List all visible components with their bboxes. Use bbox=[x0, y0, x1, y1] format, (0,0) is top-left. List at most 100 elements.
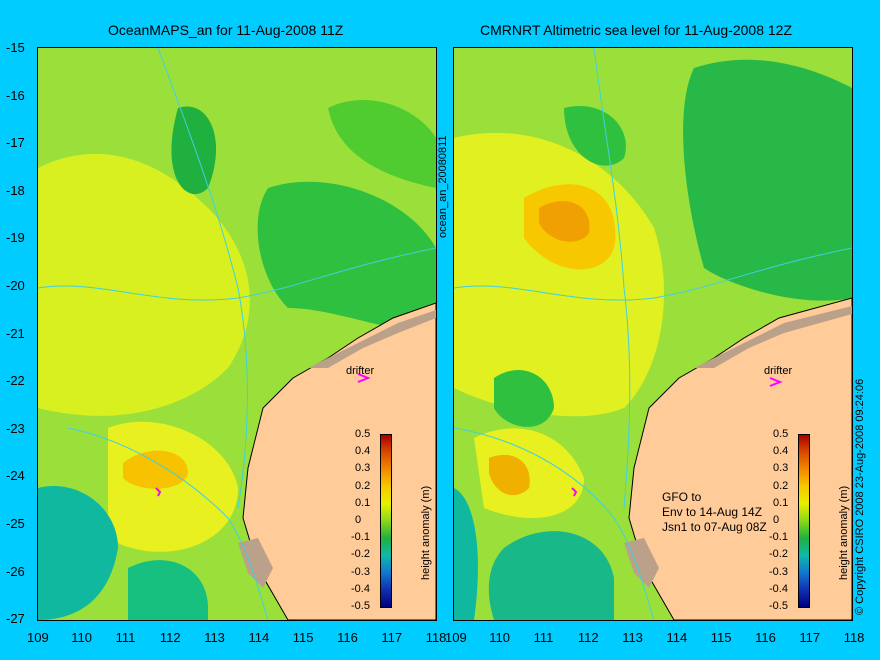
colorbar-tick-label: -0.2 bbox=[351, 548, 370, 561]
left-map-title: OceanMAPS_an for 11-Aug-2008 11Z bbox=[108, 22, 344, 38]
yellow-anomaly-region bbox=[38, 153, 250, 416]
teal-region bbox=[454, 488, 478, 620]
left-colorbar-label: height anomaly (m) bbox=[420, 485, 432, 580]
longitude-tick-label: 114 bbox=[248, 630, 270, 645]
longitude-tick-label: 113 bbox=[622, 630, 643, 645]
left-map-canvas bbox=[38, 48, 436, 620]
longitude-tick-label: 110 bbox=[489, 630, 511, 645]
colorbar-tick-label: -0.4 bbox=[769, 582, 788, 595]
colorbar-tick-label: 0.4 bbox=[355, 445, 371, 458]
longitude-tick-label: 118 bbox=[843, 630, 865, 645]
annotation-line: Env to 14-Aug 14Z bbox=[662, 505, 763, 519]
colorbar-tick-label: 0 bbox=[773, 514, 780, 526]
colorbar-tick-label: 0 bbox=[355, 514, 362, 526]
right-drifter-label: drifter bbox=[764, 365, 793, 377]
longitude-tick-label: 112 bbox=[159, 630, 181, 645]
drifter-track bbox=[155, 487, 162, 497]
teal-region bbox=[38, 486, 118, 620]
colorbar-tick-label: -0.5 bbox=[769, 600, 788, 612]
colorbar-tick-label: 0.5 bbox=[773, 428, 789, 440]
bathymetry-contour bbox=[593, 48, 631, 509]
dataset-id-label: ocean_an_20080811 bbox=[437, 135, 449, 238]
orange-anomaly-region bbox=[123, 450, 188, 489]
longitude-tick-label: 112 bbox=[577, 630, 599, 645]
reef-shallows bbox=[694, 306, 852, 368]
reef-shallows bbox=[624, 538, 659, 588]
bathymetry-contour bbox=[157, 48, 248, 509]
colorbar-tick-label: -0.3 bbox=[351, 565, 370, 578]
annotation-line: Jsn1 to 07-Aug 08Z bbox=[662, 520, 767, 534]
colorbar-tick-label: 0.5 bbox=[355, 428, 371, 440]
longitude-tick-label: 116 bbox=[337, 630, 358, 645]
colorbar-tick-label: 0.3 bbox=[355, 462, 371, 475]
longitude-tick-label: 116 bbox=[755, 630, 776, 645]
latitude-tick-label: -22 bbox=[6, 373, 25, 389]
right-colorbar bbox=[798, 434, 810, 608]
colorbar-tick-label: 0.2 bbox=[773, 479, 789, 492]
longitude-tick-label: 117 bbox=[799, 630, 821, 645]
latitude-tick-label: -15 bbox=[6, 40, 25, 55]
latitude-tick-label: -23 bbox=[6, 420, 25, 436]
reef-shallows bbox=[238, 538, 273, 588]
latitude-tick-label: -25 bbox=[6, 516, 25, 531]
longitude-tick-label: 113 bbox=[204, 630, 225, 645]
bathymetry-contour bbox=[67, 427, 269, 620]
right-colorbar-label: height anomaly (m) bbox=[838, 485, 850, 580]
drifter-track bbox=[571, 487, 578, 497]
satellite-annotation: GFO to Env to 14-Aug 14Z Jsn1 to 07-Aug … bbox=[662, 490, 767, 535]
dark-green-region bbox=[328, 99, 436, 188]
latitude-tick-label: -27 bbox=[6, 611, 25, 627]
longitude-tick-label: 109 bbox=[445, 630, 467, 645]
left-colorbar bbox=[380, 434, 392, 608]
drifter-marker bbox=[357, 373, 371, 383]
bathymetry-contour bbox=[38, 247, 436, 301]
longitude-tick-label: 115 bbox=[710, 630, 732, 645]
longitude-tick-label: 117 bbox=[381, 630, 403, 645]
colorbar-tick-label: 0.4 bbox=[773, 445, 789, 458]
colorbar-tick-label: -0.1 bbox=[351, 531, 370, 544]
latitude-tick-label: -19 bbox=[6, 230, 25, 246]
longitude-tick-label: 109 bbox=[27, 630, 49, 645]
latitude-tick-label: -16 bbox=[6, 87, 25, 103]
latitude-tick-label: -18 bbox=[6, 182, 25, 198]
bathymetry-contour bbox=[454, 427, 655, 620]
latitude-tick-label: -26 bbox=[6, 563, 25, 579]
right-map-panel[interactable] bbox=[453, 47, 853, 621]
reef-shallows bbox=[308, 310, 436, 368]
right-map-title: CMRNRT Altimetric sea level for 11-Aug-2… bbox=[480, 22, 793, 38]
teal-region bbox=[488, 531, 614, 620]
dark-green-region bbox=[494, 369, 554, 427]
longitude-tick-label: 115 bbox=[292, 630, 314, 645]
latitude-tick-label: -17 bbox=[6, 135, 25, 151]
latitude-tick-label: -24 bbox=[6, 468, 25, 484]
colorbar-tick-label: 0.3 bbox=[773, 462, 789, 475]
longitude-tick-label: 118 bbox=[425, 630, 447, 645]
yellow-anomaly-region bbox=[474, 428, 584, 518]
colorbar-tick-label: -0.4 bbox=[351, 582, 370, 595]
left-map-panel[interactable] bbox=[37, 47, 437, 621]
teal-region bbox=[128, 560, 208, 620]
orange-anomaly-region bbox=[539, 201, 590, 242]
colorbar-tick-label: -0.3 bbox=[769, 565, 788, 578]
dark-green-region bbox=[683, 59, 852, 301]
yellow-anomaly-region bbox=[454, 132, 664, 417]
colorbar-tick-label: -0.2 bbox=[769, 548, 788, 561]
colorbar-tick-label: 0.1 bbox=[773, 496, 789, 509]
longitude-tick-label: 114 bbox=[666, 630, 688, 645]
bathymetry-contour bbox=[454, 247, 852, 301]
longitude-tick-label: 111 bbox=[115, 630, 136, 645]
longitude-tick-label: 110 bbox=[71, 630, 93, 645]
copyright-label: © Copyright CSIRO 2008 23-Aug-2008 09:24… bbox=[854, 378, 866, 615]
annotation-line: GFO to bbox=[662, 490, 702, 504]
dark-green-region bbox=[564, 106, 626, 166]
colorbar-tick-label: -0.1 bbox=[769, 531, 788, 544]
colorbar-tick-label: 0.2 bbox=[355, 479, 371, 492]
dark-green-region bbox=[257, 181, 436, 331]
latitude-tick-label: -21 bbox=[6, 325, 25, 341]
drifter-marker bbox=[769, 377, 783, 387]
longitude-tick-label: 111 bbox=[533, 630, 554, 645]
dark-green-region bbox=[171, 106, 217, 195]
colorbar-tick-label: -0.5 bbox=[351, 600, 370, 612]
orange-anomaly-region bbox=[489, 454, 530, 496]
left-drifter-label: drifter bbox=[346, 365, 375, 377]
